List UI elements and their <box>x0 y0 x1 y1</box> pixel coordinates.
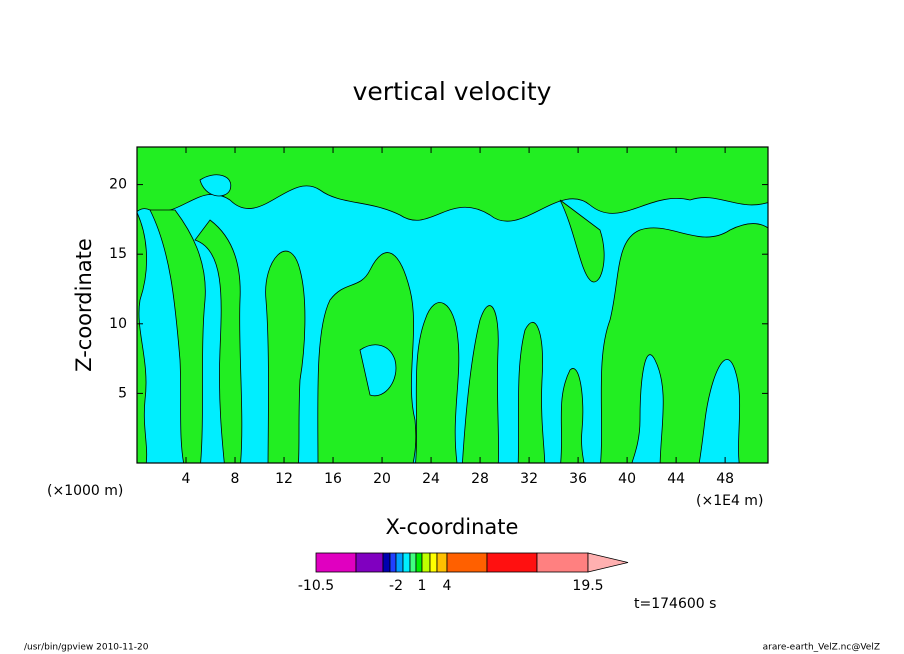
x-tick-label: 48 <box>716 471 734 487</box>
colorbar-swatch <box>415 552 423 573</box>
colorbar-swatch <box>409 552 417 573</box>
x-tick-label: 28 <box>471 471 489 487</box>
colorbar-swatch <box>315 552 357 573</box>
y-tick-label: 20 <box>109 177 127 193</box>
colorbar-swatch <box>429 552 438 573</box>
x-tick-label: 32 <box>520 471 538 487</box>
x-tick-label: 8 <box>231 471 240 487</box>
x-tick-label: 40 <box>618 471 636 487</box>
footer-left: /usr/bin/gpview 2010-11-20 <box>24 643 149 653</box>
colorbar-swatch <box>389 552 397 573</box>
x-tick-label: 44 <box>667 471 685 487</box>
contour-region <box>194 219 243 463</box>
contour-region <box>462 305 499 463</box>
colorbar-swatch <box>486 552 538 573</box>
contour-region <box>600 223 768 463</box>
x-axis-label: X-coordinate <box>386 515 519 539</box>
y-tick-label: 5 <box>118 385 127 401</box>
contour-region <box>137 211 148 463</box>
contour-region <box>560 368 585 463</box>
colorbar-swatch <box>402 552 411 573</box>
x-tick-label: 12 <box>275 471 293 487</box>
contour-region <box>199 174 232 197</box>
y-axis-label: Z-coordinate <box>72 238 96 372</box>
contour-region <box>137 147 768 222</box>
colorbar-extend <box>587 552 629 573</box>
colorbar-tick-label: 19.5 <box>572 578 603 594</box>
y-unit: (×1000 m) <box>47 483 123 499</box>
colorbar-swatch <box>421 552 431 573</box>
x-tick-label: 16 <box>324 471 342 487</box>
y-tick-label: 10 <box>109 316 127 332</box>
contour-field <box>137 147 768 463</box>
contour-region <box>415 302 460 463</box>
colorbar-tick-label: -10.5 <box>298 578 334 594</box>
colorbar-swatch <box>536 552 589 573</box>
x-tick-label: 4 <box>182 471 191 487</box>
colorbar-swatch <box>382 552 391 573</box>
colorbar-tick-label: 1 <box>418 578 427 594</box>
colorbar-swatch <box>355 552 384 573</box>
contour-region <box>517 322 546 463</box>
x-unit: (×1E4 m) <box>696 493 763 509</box>
x-tick-label: 24 <box>422 471 440 487</box>
plot-frame <box>136 146 769 464</box>
colorbar-tick-label: 4 <box>443 578 452 594</box>
y-tick-label: 15 <box>109 246 127 262</box>
time-label: t=174600 s <box>634 596 716 612</box>
colorbar-swatch <box>436 552 448 573</box>
footer-right: arare-earth_VelZ.nc@VelZ <box>763 643 880 653</box>
contour-region <box>265 250 306 463</box>
colorbar-swatch <box>446 552 488 573</box>
contour-region <box>359 344 397 397</box>
colorbar-tick-label: -2 <box>389 578 403 594</box>
chart-title: vertical velocity <box>353 77 552 106</box>
contour-region <box>559 199 605 283</box>
x-tick-label: 36 <box>569 471 587 487</box>
x-tick-label: 20 <box>373 471 391 487</box>
colorbar-swatch <box>395 552 404 573</box>
contour-region <box>149 209 206 463</box>
